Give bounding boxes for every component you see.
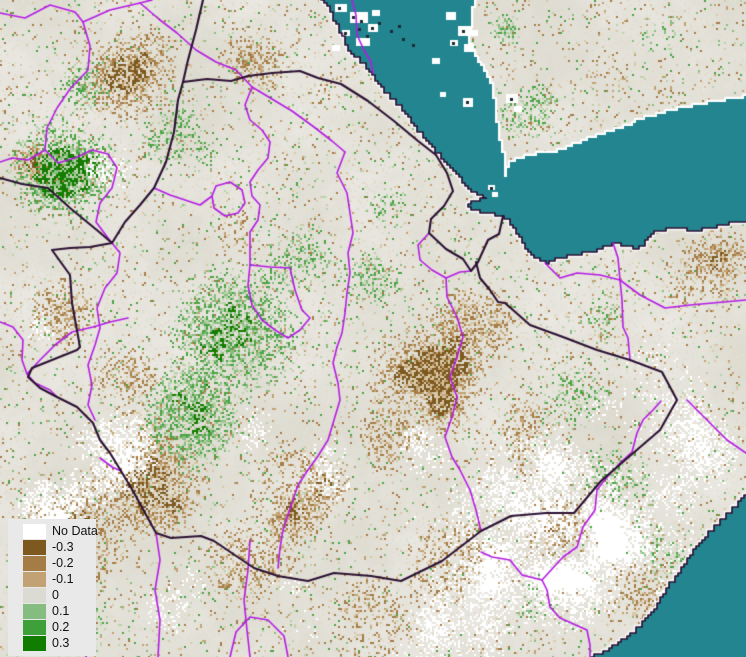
legend-row: 0.3 <box>8 635 96 651</box>
map-legend: No Data -0.3 -0.2 -0.1 0 0.1 0.2 0.3 <box>8 519 98 656</box>
legend-swatch <box>23 539 46 555</box>
legend-swatch <box>23 635 46 651</box>
legend-row: -0.2 <box>8 555 96 571</box>
legend-label: No Data <box>52 524 98 538</box>
legend-swatch <box>23 555 46 571</box>
legend-label: 0.3 <box>52 636 70 650</box>
legend-swatch <box>23 619 46 635</box>
legend-label: 0 <box>52 588 59 602</box>
legend-label: -0.3 <box>52 540 74 554</box>
legend-label: -0.1 <box>52 572 74 586</box>
legend-swatch <box>23 587 46 603</box>
legend-row: 0.1 <box>8 603 96 619</box>
legend-label: 0.1 <box>52 604 70 618</box>
legend-row: 0.2 <box>8 619 96 635</box>
legend-swatch <box>23 571 46 587</box>
legend-row: -0.1 <box>8 571 96 587</box>
legend-label: 0.2 <box>52 620 70 634</box>
legend-row: No Data <box>8 523 98 539</box>
legend-swatch <box>23 603 46 619</box>
legend-row: 0 <box>8 587 96 603</box>
legend-row: -0.3 <box>8 539 96 555</box>
legend-label: -0.2 <box>52 556 74 570</box>
legend-swatch <box>23 523 46 539</box>
